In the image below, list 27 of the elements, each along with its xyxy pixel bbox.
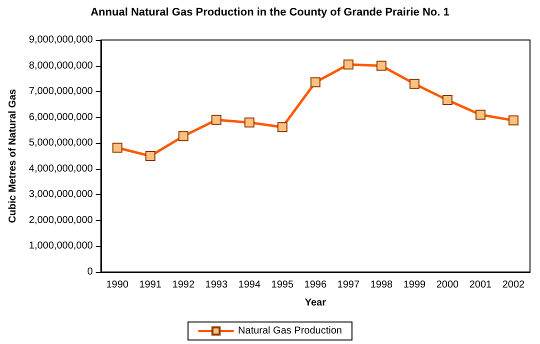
x-tick-label: 1996: [304, 280, 327, 290]
y-tick-label: 5,000,000,000: [28, 138, 94, 149]
y-tick-label: 3,000,000,000: [28, 189, 94, 200]
y-tick-label: 6,000,000,000: [28, 112, 94, 123]
x-tick-label: 1995: [271, 280, 294, 290]
x-tick-label: 2001: [469, 280, 492, 290]
y-axis-title: Cubic Metres of Natural Gas: [8, 88, 18, 223]
x-tick-label: 1990: [106, 280, 129, 290]
chart-title: Annual Natural Gas Production in the County of Grande Prairie No. 1: [90, 6, 450, 18]
y-tick-label: 1,000,000,000: [28, 240, 94, 252]
y-tick-label: 2,000,000,000: [28, 214, 94, 226]
y-tick-label: 9,000,000,000: [28, 34, 94, 46]
x-tick-label: 1994: [238, 280, 261, 290]
x-axis-title: Year: [304, 298, 326, 308]
x-tick-label: 1993: [205, 280, 228, 290]
y-tick-label: 7,000,000,000: [28, 86, 94, 98]
x-tick-label: 1999: [403, 280, 426, 290]
x-tick-label: 2002: [502, 280, 526, 290]
y-tick-label: 4,000,000,000: [28, 163, 94, 174]
x-tick-label: 1992: [172, 280, 195, 290]
x-tick-label: 1998: [370, 280, 394, 290]
x-tick-label: 2000: [436, 280, 460, 290]
legend-label: Natural Gas Production: [238, 326, 342, 336]
x-tick-label: 1991: [139, 280, 162, 290]
y-tick-label: 8,000,000,000: [28, 60, 94, 72]
y-tick-label: 0: [87, 266, 94, 278]
x-tick-label: 1997: [337, 280, 360, 290]
